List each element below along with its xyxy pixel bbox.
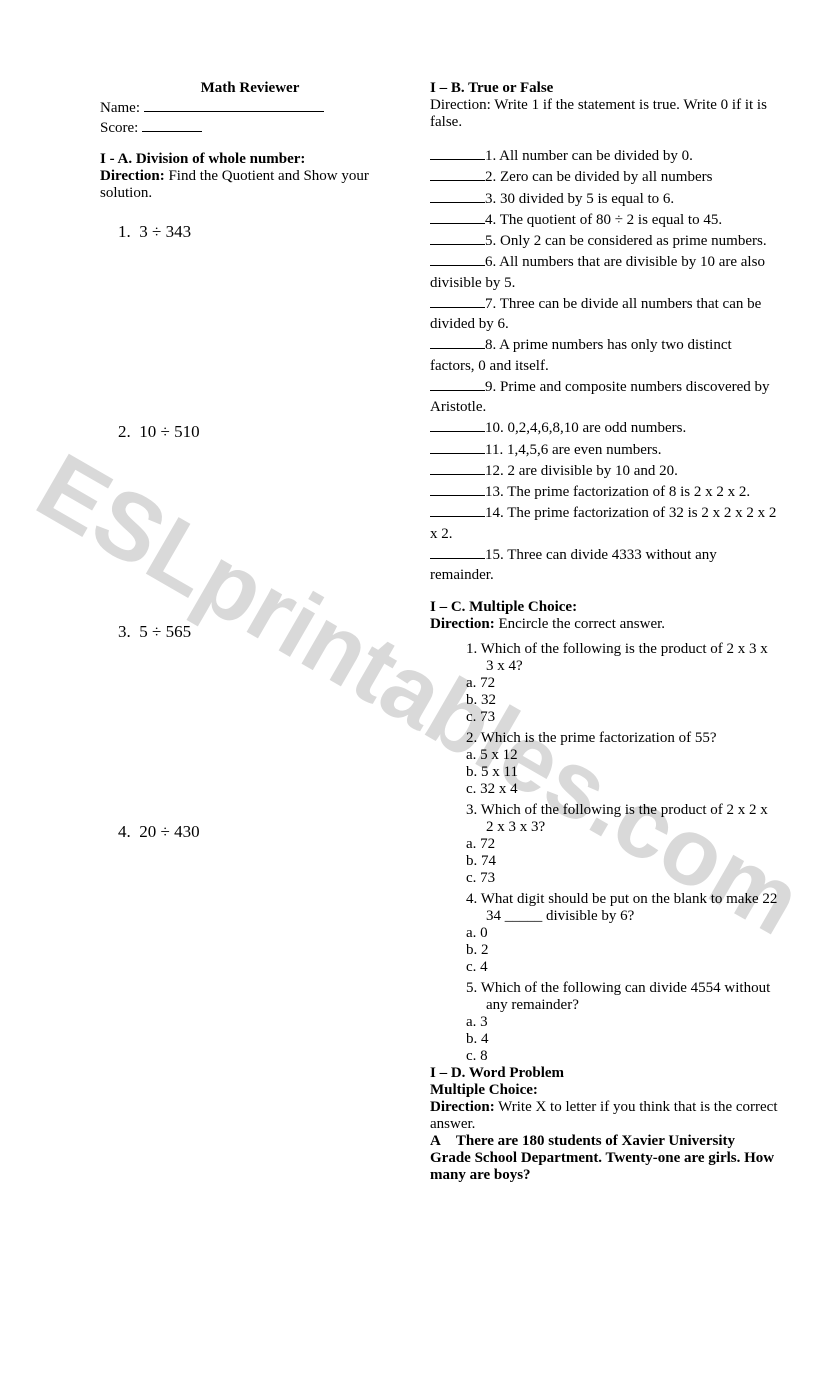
mc-option[interactable]: a. 3 — [466, 1014, 778, 1031]
mc-option[interactable]: c. 32 x 4 — [466, 781, 778, 798]
tf-item: 5. Only 2 can be considered as prime num… — [430, 230, 778, 251]
tf-item: 8. A prime numbers has only two distinct… — [430, 334, 778, 376]
section-c-direction: Direction: Encircle the correct answer. — [430, 616, 778, 633]
tf-blank[interactable] — [430, 502, 485, 517]
tf-item: 6. All numbers that are divisible by 10 … — [430, 251, 778, 293]
section-d-heading: I – D. Word Problem — [430, 1065, 778, 1082]
mc-option[interactable]: a. 5 x 12 — [466, 747, 778, 764]
word-problem-text: There are 180 students of Xavier Univers… — [430, 1133, 774, 1183]
tf-blank[interactable] — [430, 209, 485, 224]
section-a-direction-label: Direction: — [100, 168, 165, 184]
tf-blank[interactable] — [430, 376, 485, 391]
section-a-heading: I - A. Division of whole number: — [100, 151, 400, 168]
name-line: Name: — [100, 97, 400, 117]
section-a-direction: Direction: Find the Quotient and Show yo… — [100, 168, 400, 202]
mc-option[interactable]: c. 4 — [466, 959, 778, 976]
tf-blank[interactable] — [430, 439, 485, 454]
word-problem: A There are 180 students of Xavier Unive… — [430, 1133, 778, 1184]
division-expr: 3 ÷ 343 — [139, 222, 191, 241]
tf-blank[interactable] — [430, 166, 485, 181]
mc-option[interactable]: b. 2 — [466, 942, 778, 959]
mc-option[interactable]: b. 74 — [466, 853, 778, 870]
tf-text: 1. All number can be divided by 0. — [485, 148, 693, 164]
mc-question: 1. Which of the following is the product… — [466, 641, 778, 675]
tf-item: 13. The prime factorization of 8 is 2 x … — [430, 481, 778, 502]
tf-blank[interactable] — [430, 251, 485, 266]
mc-option[interactable]: b. 5 x 11 — [466, 764, 778, 781]
tf-blank[interactable] — [430, 481, 485, 496]
tf-text: 3. 30 divided by 5 is equal to 6. — [485, 191, 674, 207]
division-item: 2. 10 ÷ 510 — [100, 422, 400, 442]
tf-item: 7. Three can be divide all numbers that … — [430, 293, 778, 335]
tf-blank[interactable] — [430, 460, 485, 475]
tf-text: 10. 0,2,4,6,8,10 are odd numbers. — [485, 420, 686, 436]
section-d-direction: Direction: Write X to letter if you thin… — [430, 1099, 778, 1133]
mc-option[interactable]: c. 8 — [466, 1048, 778, 1065]
tf-blank[interactable] — [430, 293, 485, 308]
section-b-heading: I – B. True or False — [430, 80, 778, 97]
section-d-direction-label: Direction: — [430, 1099, 495, 1115]
tf-text: 11. 1,4,5,6 are even numbers. — [485, 442, 661, 458]
division-list: 1. 3 ÷ 343 2. 10 ÷ 510 3. 5 ÷ 565 4. 20 … — [100, 222, 400, 842]
division-number: 1. — [118, 222, 131, 241]
tf-item: 11. 1,4,5,6 are even numbers. — [430, 439, 778, 460]
section-c-direction-text: Encircle the correct answer. — [495, 616, 665, 632]
mc-question: 3. Which of the following is the product… — [466, 802, 778, 836]
tf-item: 15. Three can divide 4333 without any re… — [430, 544, 778, 586]
tf-blank[interactable] — [430, 334, 485, 349]
tf-item: 9. Prime and composite numbers discovere… — [430, 376, 778, 418]
division-expr: 20 ÷ 430 — [139, 822, 199, 841]
tf-list: 1. All number can be divided by 0. 2. Zer… — [430, 145, 778, 585]
mc-question: 4. What digit should be put on the blank… — [466, 891, 778, 925]
tf-item: 3. 30 divided by 5 is equal to 6. — [430, 188, 778, 209]
tf-item: 10. 0,2,4,6,8,10 are odd numbers. — [430, 417, 778, 438]
tf-item: 2. Zero can be divided by all numbers — [430, 166, 778, 187]
section-d-subheading: Multiple Choice: — [430, 1082, 778, 1099]
division-number: 4. — [118, 822, 131, 841]
tf-blank[interactable] — [430, 188, 485, 203]
tf-blank[interactable] — [430, 417, 485, 432]
division-expr: 10 ÷ 510 — [139, 422, 199, 441]
tf-blank[interactable] — [430, 544, 485, 559]
tf-item: 4. The quotient of 80 ÷ 2 is equal to 45… — [430, 209, 778, 230]
tf-item: 14. The prime factorization of 32 is 2 x… — [430, 502, 778, 544]
tf-item: 1. All number can be divided by 0. — [430, 145, 778, 166]
left-column: Math Reviewer Name: Score: I - A. Divisi… — [100, 80, 400, 1184]
mc-option[interactable]: c. 73 — [466, 709, 778, 726]
mc-list: 1. Which of the following is the product… — [430, 641, 778, 1065]
score-label: Score: — [100, 120, 138, 136]
score-blank[interactable] — [142, 117, 202, 132]
mc-question: 2. Which is the prime factorization of 5… — [466, 730, 778, 747]
tf-text: 13. The prime factorization of 8 is 2 x … — [485, 484, 750, 500]
name-blank[interactable] — [144, 97, 324, 112]
score-line: Score: — [100, 117, 400, 137]
tf-blank[interactable] — [430, 145, 485, 160]
tf-text: 2. Zero can be divided by all numbers — [485, 169, 712, 185]
tf-text: 4. The quotient of 80 ÷ 2 is equal to 45… — [485, 212, 722, 228]
division-item: 1. 3 ÷ 343 — [100, 222, 400, 242]
mc-question: 5. Which of the following can divide 455… — [466, 980, 778, 1014]
division-number: 2. — [118, 422, 131, 441]
tf-item: 12. 2 are divisible by 10 and 20. — [430, 460, 778, 481]
right-column: I – B. True or False Direction: Write 1 … — [430, 80, 778, 1184]
word-problem-label: A — [430, 1133, 441, 1149]
mc-option[interactable]: c. 73 — [466, 870, 778, 887]
section-b-direction: Direction: Write 1 if the statement is t… — [430, 97, 778, 131]
name-label: Name: — [100, 100, 140, 116]
division-number: 3. — [118, 622, 131, 641]
division-item: 4. 20 ÷ 430 — [100, 822, 400, 842]
section-c-direction-label: Direction: — [430, 616, 495, 632]
mc-option[interactable]: b. 32 — [466, 692, 778, 709]
mc-option[interactable]: a. 0 — [466, 925, 778, 942]
tf-blank[interactable] — [430, 230, 485, 245]
tf-text: 12. 2 are divisible by 10 and 20. — [485, 463, 678, 479]
division-expr: 5 ÷ 565 — [139, 622, 191, 641]
page-title: Math Reviewer — [100, 80, 400, 97]
mc-option[interactable]: b. 4 — [466, 1031, 778, 1048]
mc-option[interactable]: a. 72 — [466, 675, 778, 692]
mc-option[interactable]: a. 72 — [466, 836, 778, 853]
section-c-heading: I – C. Multiple Choice: — [430, 599, 778, 616]
division-item: 3. 5 ÷ 565 — [100, 622, 400, 642]
tf-text: 5. Only 2 can be considered as prime num… — [485, 233, 767, 249]
